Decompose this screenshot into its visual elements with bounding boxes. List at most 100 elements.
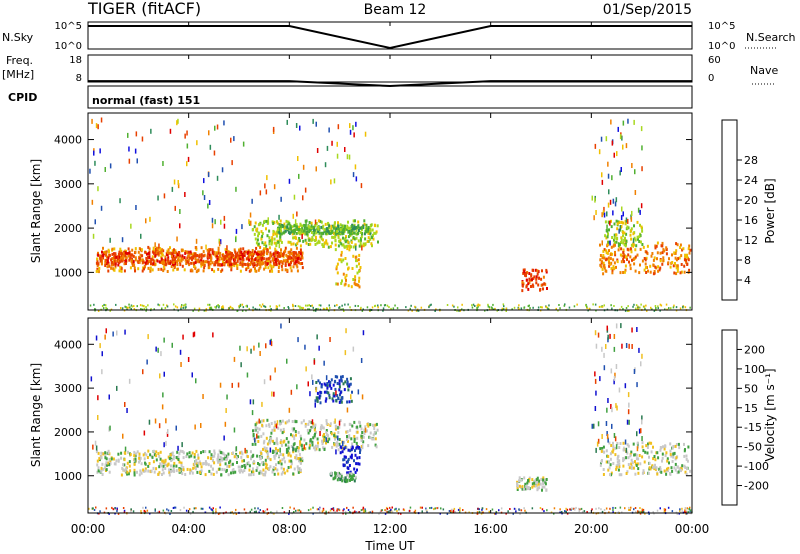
ground-scatter-cell bbox=[200, 507, 203, 510]
data-cell bbox=[350, 245, 353, 249]
data-cell bbox=[636, 441, 639, 445]
data-cell bbox=[341, 375, 344, 379]
ground-scatter-cell bbox=[124, 305, 126, 308]
data-cell bbox=[344, 380, 347, 384]
data-cell bbox=[336, 443, 339, 447]
data-cell bbox=[371, 437, 374, 441]
data-cell bbox=[271, 449, 274, 453]
data-cell bbox=[247, 266, 250, 269]
ground-scatter-cell bbox=[541, 306, 543, 309]
data-cell bbox=[676, 267, 679, 271]
ground-scatter-cell bbox=[685, 510, 687, 513]
ground-scatter-cell bbox=[457, 306, 459, 309]
ground-scatter-cell bbox=[409, 307, 411, 310]
data-cell bbox=[272, 229, 275, 233]
scatter-cell bbox=[608, 189, 610, 195]
data-cell bbox=[257, 261, 259, 265]
ground-scatter-cell bbox=[309, 305, 312, 307]
data-cell bbox=[129, 469, 132, 473]
colorbar-tick-label: 8 bbox=[744, 254, 751, 267]
data-cell bbox=[286, 255, 289, 258]
ground-scatter-cell bbox=[322, 509, 325, 512]
data-cell bbox=[656, 472, 659, 476]
ground-scatter-cell bbox=[570, 507, 573, 510]
data-cell bbox=[198, 255, 201, 259]
data-cell bbox=[627, 226, 630, 230]
data-cell bbox=[336, 375, 339, 379]
data-cell bbox=[625, 255, 627, 259]
y-tick-label: 1000 bbox=[54, 470, 82, 483]
data-cell bbox=[273, 263, 276, 267]
data-cell bbox=[659, 259, 662, 263]
ground-scatter-cell bbox=[104, 304, 107, 307]
data-cell bbox=[301, 262, 304, 265]
ground-scatter-cell bbox=[566, 512, 569, 515]
data-cell bbox=[325, 419, 328, 423]
data-cell bbox=[329, 381, 332, 384]
data-cell bbox=[241, 261, 244, 265]
ground-scatter-cell bbox=[580, 507, 583, 510]
data-cell bbox=[356, 456, 359, 460]
ground-scatter-cell bbox=[414, 509, 417, 512]
data-cell bbox=[215, 470, 218, 474]
ground-scatter-cell bbox=[262, 510, 264, 513]
data-cell bbox=[210, 257, 213, 261]
data-cell bbox=[372, 237, 375, 241]
ground-scatter-cell bbox=[162, 509, 165, 512]
scatter-cell bbox=[611, 140, 614, 146]
data-cell bbox=[684, 253, 687, 257]
ground-scatter-cell bbox=[476, 307, 478, 309]
data-cell bbox=[254, 442, 257, 446]
ground-scatter-cell bbox=[329, 509, 332, 512]
scatter-cell bbox=[202, 394, 204, 399]
data-cell bbox=[616, 227, 619, 231]
data-cell bbox=[610, 444, 613, 447]
data-cell bbox=[173, 259, 176, 262]
data-cell bbox=[234, 470, 237, 474]
ground-scatter-cell bbox=[659, 303, 662, 306]
data-cell bbox=[229, 260, 232, 264]
data-cell bbox=[150, 257, 153, 261]
ground-scatter-cell bbox=[210, 307, 213, 310]
scatter-cell bbox=[621, 343, 623, 349]
scatter-cell bbox=[631, 210, 633, 216]
data-cell bbox=[128, 460, 131, 464]
data-cell bbox=[172, 262, 175, 266]
data-cell bbox=[641, 445, 644, 449]
data-cell bbox=[149, 453, 152, 457]
data-cell bbox=[283, 456, 286, 460]
data-cell bbox=[322, 238, 324, 242]
data-cell bbox=[366, 239, 369, 243]
data-cell bbox=[360, 439, 363, 442]
data-cell bbox=[622, 248, 625, 252]
scatter-cell bbox=[214, 219, 216, 225]
data-cell bbox=[674, 468, 677, 472]
data-cell bbox=[195, 270, 198, 274]
ground-scatter-cell bbox=[166, 305, 169, 308]
data-cell bbox=[207, 261, 210, 265]
data-cell bbox=[128, 251, 130, 255]
ground-scatter-cell bbox=[656, 509, 659, 512]
data-cell bbox=[334, 375, 337, 379]
data-cell bbox=[117, 263, 120, 267]
data-cell bbox=[520, 478, 523, 482]
data-cell bbox=[229, 252, 231, 256]
ground-scatter-cell bbox=[628, 506, 630, 509]
data-cell bbox=[264, 473, 267, 477]
data-cell bbox=[355, 462, 358, 466]
data-cell bbox=[299, 458, 302, 462]
data-cell bbox=[231, 252, 233, 256]
colorbar-tick-label: -100 bbox=[744, 460, 769, 473]
data-cell bbox=[220, 269, 223, 273]
data-cell bbox=[188, 451, 191, 455]
data-cell bbox=[274, 253, 277, 257]
data-cell bbox=[265, 219, 268, 223]
scatter-cell bbox=[176, 236, 178, 242]
ground-scatter-cell bbox=[146, 509, 149, 512]
ground-scatter-cell bbox=[495, 511, 497, 514]
data-cell bbox=[372, 433, 375, 437]
ground-scatter-cell bbox=[383, 304, 386, 307]
data-cell bbox=[193, 264, 196, 268]
ground-scatter-cell bbox=[558, 304, 560, 306]
data-cell bbox=[291, 230, 294, 233]
